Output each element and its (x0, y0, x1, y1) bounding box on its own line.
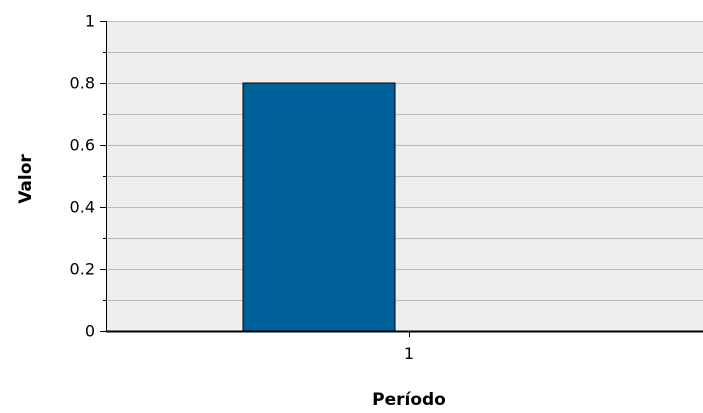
bars (242, 82, 396, 332)
y-axis-title: Valor (16, 154, 36, 204)
y-tick-label: 0.6 (70, 136, 95, 155)
y-tick-label: 1 (85, 12, 95, 31)
y-tick-label: 0.8 (70, 74, 95, 93)
x-axis-ticks: 1 (404, 331, 414, 363)
y-axis-ticks: 0 0.2 0.4 0.6 0.8 1 (70, 12, 106, 341)
x-axis-title: Período (372, 390, 446, 410)
bar (242, 82, 396, 332)
grid-lines (106, 21, 703, 301)
y-tick-label: 0 (85, 322, 95, 341)
y-tick-label: 0.4 (70, 198, 95, 217)
y-tick-label: 0.2 (70, 260, 95, 279)
x-tick-label: 1 (404, 344, 414, 363)
